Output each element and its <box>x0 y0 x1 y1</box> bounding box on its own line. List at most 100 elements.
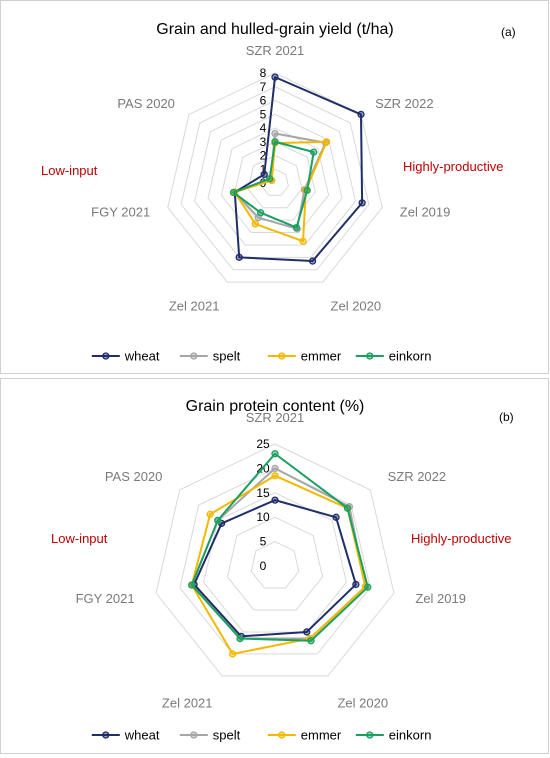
legend-swatch-marker <box>190 731 198 739</box>
axis-label: SZR 2022 <box>388 469 447 484</box>
series-line-wheat <box>193 499 357 638</box>
data-point-spelt <box>271 464 279 473</box>
legend-label: spelt <box>213 728 241 743</box>
tick-label: 4 <box>260 121 267 135</box>
protein-chart-panel: Grain protein content (%) (b) 0 5 10 15 20 25 SZ… <box>0 378 549 754</box>
data-point-wheat <box>271 496 279 504</box>
grid-ring <box>180 86 370 271</box>
axis-label: SZR 2022 <box>375 96 434 111</box>
axis-label: Zel 2020 <box>337 696 388 711</box>
axis-label: PAS 2020 <box>117 96 175 111</box>
grid-ring <box>207 113 343 246</box>
data-point-einkorn <box>303 186 311 194</box>
data-point-einkorn <box>343 504 352 512</box>
legend-item-emmer: emmer <box>267 349 342 364</box>
data-point-einkorn <box>271 450 279 458</box>
chart-title: Grain and hulled-grain yield (t/ha) <box>156 21 393 38</box>
tick-label: 0 <box>260 559 267 573</box>
data-point-einkorn <box>257 209 265 217</box>
tick-label: 25 <box>256 437 270 451</box>
axis-label: FGY 2021 <box>76 591 135 606</box>
data-point-einkorn <box>364 583 372 591</box>
tick-label: 10 <box>256 510 270 524</box>
tick-label: 7 <box>260 80 267 94</box>
tick-label: 2 <box>260 149 267 163</box>
legend-label: wheat <box>124 349 160 364</box>
data-point-emmer <box>299 237 307 245</box>
tick-label: 15 <box>256 486 270 500</box>
data-point-emmer <box>229 650 237 658</box>
tick-label: 5 <box>260 107 267 121</box>
grid-ring <box>247 154 303 209</box>
data-point-wheat <box>235 253 243 261</box>
data-point-wheat <box>332 513 340 521</box>
legend-label: wheat <box>124 728 160 743</box>
axis-label: Zel 2019 <box>400 204 451 219</box>
grid-ring <box>234 141 316 221</box>
legend-item-spelt: spelt <box>179 728 241 743</box>
axis-label: FGY 2021 <box>91 204 150 219</box>
data-point-einkorn <box>236 634 244 643</box>
tick-label: 1 <box>260 162 267 176</box>
grid-ring <box>250 541 300 589</box>
side-label-left: Low-input <box>51 531 108 546</box>
tick-label: 8 <box>260 66 267 80</box>
data-point-wheat <box>303 628 311 636</box>
data-point-emmer <box>271 472 279 480</box>
axis-label: Zel 2021 <box>162 696 213 711</box>
legend-swatch-marker <box>102 352 110 360</box>
side-label-right: Highly-productive <box>403 159 503 174</box>
data-point-einkorn <box>265 175 274 183</box>
series-line-einkorn <box>232 140 315 229</box>
panel-label: (a) <box>501 25 516 39</box>
protein-radar-chart: Grain protein content (%)(b)0510152025SZ… <box>51 398 514 743</box>
series-line-wheat <box>233 76 364 263</box>
yield-chart-panel: Grain and hulled-grain yield (t/ha) (a) 0 1… <box>0 0 549 374</box>
data-point-wheat <box>357 110 365 119</box>
data-point-wheat <box>358 199 366 207</box>
series-line-emmer <box>233 140 328 243</box>
legend-item-einkorn: einkorn <box>355 728 432 743</box>
axis-label: SZR 2021 <box>246 43 305 58</box>
legend-label: einkorn <box>389 728 432 743</box>
tick-label: 6 <box>260 94 267 108</box>
legend-swatch-marker <box>102 731 110 739</box>
legend-swatch-marker <box>190 352 198 360</box>
legend-label: spelt <box>213 349 241 364</box>
side-label-left: Low-input <box>41 163 98 178</box>
legend-item-wheat: wheat <box>91 349 160 364</box>
data-point-einkorn <box>292 223 301 232</box>
grid-ring <box>226 516 324 611</box>
legend-swatch-marker <box>278 352 286 360</box>
data-point-emmer <box>322 138 331 146</box>
legend-swatch-marker <box>366 352 374 360</box>
data-point-wheat <box>308 257 317 265</box>
data-point-wheat <box>260 170 268 179</box>
axis-label: Zel 2019 <box>415 591 466 606</box>
legend-label: emmer <box>301 728 342 743</box>
legend-label: einkorn <box>389 349 432 364</box>
data-point-einkorn <box>307 637 315 645</box>
legend-item-einkorn: einkorn <box>355 349 432 364</box>
grid-ring <box>167 72 383 283</box>
grid-ring <box>261 168 289 196</box>
legend-item-emmer: emmer <box>267 728 342 743</box>
data-point-einkorn <box>271 138 279 146</box>
yield-radar-chart: Grain and hulled-grain yield (t/ha) (a)01… <box>41 21 516 364</box>
data-point-wheat <box>271 73 279 81</box>
legend-swatch-marker <box>366 731 374 739</box>
grid-ring <box>203 492 347 633</box>
data-point-emmer <box>206 510 214 518</box>
data-point-einkorn <box>188 581 196 589</box>
tick-label: 3 <box>260 135 267 149</box>
data-point-einkorn <box>229 188 238 197</box>
data-point-wheat <box>352 580 360 589</box>
axis-label: Zel 2021 <box>169 298 220 313</box>
axis-label: Zel 2020 <box>331 298 382 313</box>
data-point-einkorn <box>310 148 318 156</box>
legend-item-wheat: wheat <box>91 728 160 743</box>
axis-label: PAS 2020 <box>105 469 163 484</box>
data-point-spelt <box>271 129 279 138</box>
legend-label: emmer <box>301 349 342 364</box>
grid-ring <box>155 443 395 677</box>
